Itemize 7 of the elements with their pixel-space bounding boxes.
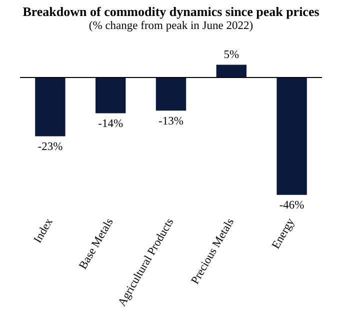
data-label: -23% [38, 140, 64, 153]
data-label: -13% [158, 115, 184, 128]
chart-title: Breakdown of commodity dynamics since peak prices [22, 4, 320, 20]
data-label: 5% [224, 49, 240, 62]
chart-subtitle: (% change from peak in June 2022) [88, 20, 254, 32]
data-label: -14% [98, 118, 124, 130]
data-label: -46% [279, 200, 305, 212]
